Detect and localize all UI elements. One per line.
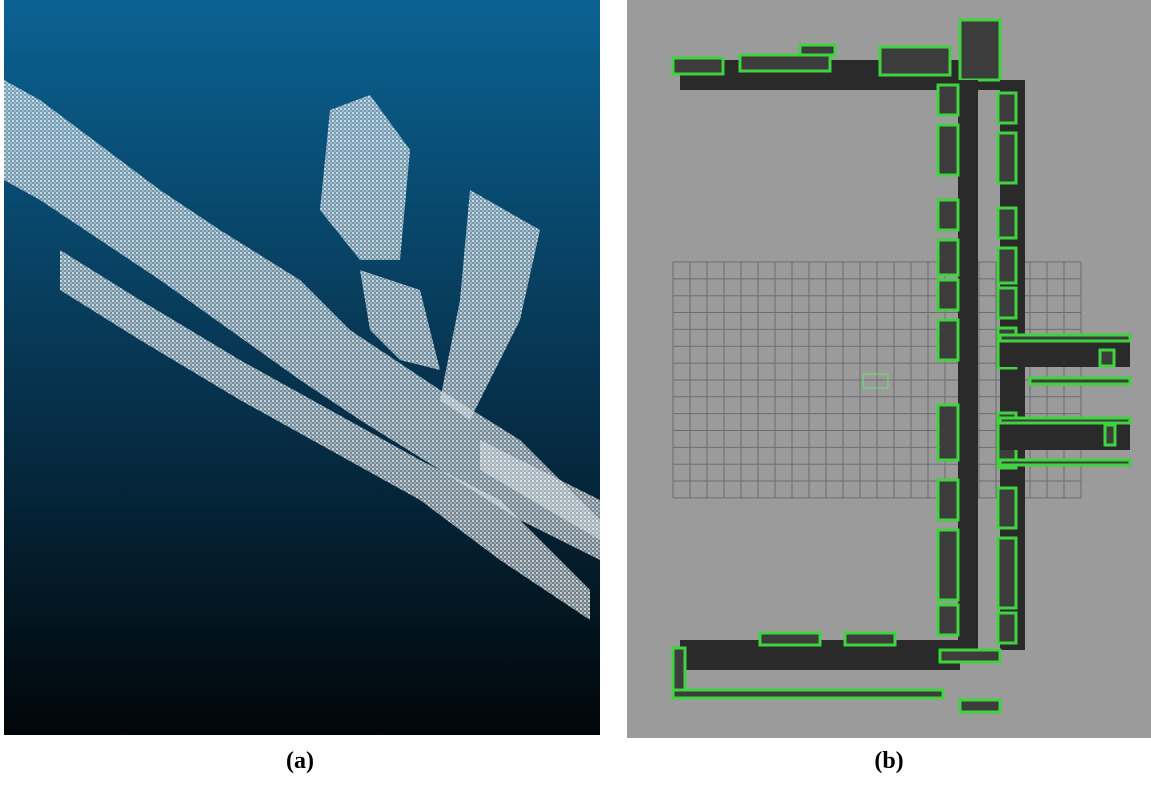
wall bbox=[938, 605, 958, 635]
wall bbox=[998, 93, 1016, 123]
wall bbox=[998, 248, 1016, 283]
figure: (a) (b) bbox=[0, 0, 1151, 785]
wall bbox=[938, 125, 958, 175]
map-image bbox=[627, 0, 1151, 738]
wall bbox=[998, 488, 1016, 528]
wall bbox=[938, 480, 958, 520]
wall bbox=[998, 613, 1016, 643]
wall bbox=[998, 288, 1016, 318]
wall bbox=[998, 538, 1016, 608]
wall bbox=[938, 85, 958, 115]
wall bbox=[938, 530, 958, 600]
wall bbox=[998, 208, 1016, 238]
point-cloud-image bbox=[4, 0, 600, 735]
wall bbox=[938, 405, 958, 460]
wall bbox=[938, 320, 958, 360]
panel-label: (b) bbox=[849, 748, 929, 775]
wall bbox=[938, 240, 958, 275]
wall bbox=[938, 280, 958, 310]
panel-label: (a) bbox=[260, 748, 340, 775]
wall bbox=[938, 200, 958, 230]
figure-images bbox=[0, 0, 1151, 745]
wall bbox=[998, 133, 1016, 183]
